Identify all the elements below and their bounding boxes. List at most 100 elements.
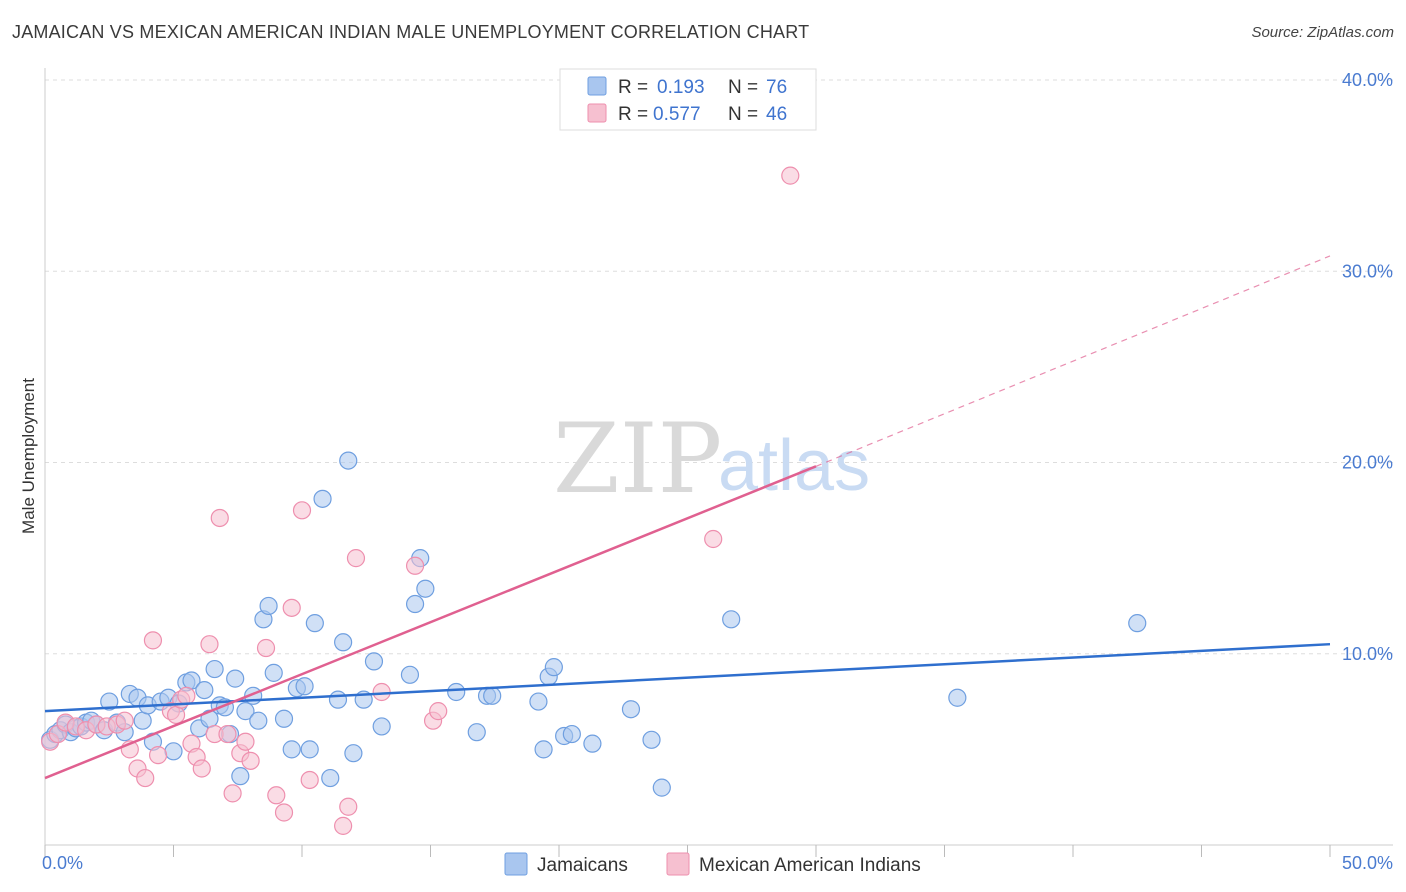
y-tick-labels: 10.0% 20.0% 30.0% 40.0%: [1342, 70, 1393, 664]
trend-lines: [44, 255, 1331, 780]
trend-line-mexican-american-indians: [44, 465, 817, 780]
legend-r-label-1: R =: [618, 77, 648, 98]
jamaicans-point-70: [621, 700, 641, 719]
jamaicans-point-41: [282, 740, 301, 759]
jamaicans-point-64: [534, 740, 553, 759]
jamaicans-point-75: [1128, 614, 1147, 633]
legend-swatch-jamaicans: [587, 76, 607, 96]
jamaicans-point-33: [231, 767, 250, 786]
jamaicans-point-60: [467, 723, 486, 742]
jamaicans-point-48: [328, 690, 348, 709]
jamaicans-point-54: [372, 717, 391, 736]
mexican-american-indians-point-43: [781, 166, 800, 185]
jamaicans-point-55: [400, 665, 420, 684]
mexican-american-indians-point-25: [223, 784, 242, 803]
jamaicans-point-49: [334, 633, 353, 652]
legend-n-value-2: 46: [766, 104, 787, 125]
mexican-american-indians-point-31: [274, 803, 294, 822]
chart-title: JAMAICAN VS MEXICAN AMERICAN INDIAN MALE…: [12, 22, 810, 42]
jamaicans-point-36: [249, 711, 268, 730]
mexican-american-indians-point-13: [148, 746, 168, 765]
x-ticks: [44, 845, 1331, 857]
legend-n-label-2: N =: [728, 104, 758, 125]
legend-box: R = 0.193 N = 76 R = 0.577 N = 46: [559, 68, 817, 131]
grid-lines: [45, 79, 1393, 655]
jamaicans-point-59: [447, 682, 466, 702]
mexican-american-indians-point-30: [267, 786, 286, 805]
jamaicans-point-62: [483, 686, 502, 705]
jamaicans-point-38: [259, 596, 278, 616]
mexican-american-indians-point-29: [256, 638, 276, 658]
bottom-legend-swatch-jamaicans: [504, 852, 528, 876]
jamaicans-point-63: [529, 692, 548, 711]
y-tick-label-40: 40.0%: [1342, 70, 1393, 90]
jamaicans-point-32: [226, 669, 245, 688]
bottom-legend-label-jamaicans: Jamaicans: [537, 855, 628, 876]
legend-r-label-2: R =: [618, 104, 648, 125]
mexican-american-indians-point-17: [177, 686, 196, 705]
jamaicans-point-72: [652, 778, 671, 797]
trend-line-jamaicans: [44, 642, 1331, 713]
mexican-american-indians-point-36: [339, 797, 358, 816]
jamaicans-point-40: [274, 709, 294, 728]
watermark-zip: ZIP: [553, 403, 722, 515]
y-tick-label-20: 20.0%: [1342, 453, 1393, 473]
trend-line-mexican-american-indians-extension: [815, 255, 1331, 467]
jamaicans-point-68: [562, 724, 581, 744]
jamaicans-point-26: [195, 680, 214, 700]
legend-n-label-1: N =: [728, 77, 758, 98]
y-tick-label-30: 30.0%: [1342, 261, 1393, 281]
legend-r-value-2: 0.577: [653, 104, 701, 125]
jamaicans-point-21: [164, 742, 183, 761]
bottom-legend-label-mexican-american-indians: Mexican American Indians: [699, 855, 921, 876]
series-mexican-american-indians: [41, 166, 800, 835]
jamaicans-point-53: [364, 652, 384, 671]
mexican-american-indians-point-23: [210, 508, 229, 528]
jamaicans-point-39: [264, 663, 283, 682]
legend-n-value-1: 76: [766, 77, 787, 98]
jamaicans-point-50: [339, 451, 358, 470]
mexican-american-indians-point-32: [282, 598, 301, 617]
bottom-legend-swatch-mexican-american-indians: [666, 852, 690, 876]
mexican-american-indians-point-20: [192, 759, 211, 778]
jamaicans-point-43: [295, 677, 314, 696]
jamaicans-point-71: [642, 730, 661, 749]
x-tick-labels: 0.0% 50.0%: [42, 853, 1393, 873]
jamaicans-point-34: [236, 702, 255, 721]
mexican-american-indians-point-28: [241, 751, 260, 770]
mexican-american-indians-point-35: [334, 816, 353, 835]
mexican-american-indians-point-42: [704, 529, 723, 549]
mexican-american-indians-point-12: [143, 631, 163, 650]
x-tick-label-min: 0.0%: [42, 853, 83, 873]
mexican-american-indians-point-11: [136, 768, 155, 788]
mexican-american-indians-point-34: [300, 770, 319, 790]
x-tick-label-max: 50.0%: [1342, 853, 1393, 873]
jamaicans-point-45: [305, 614, 324, 633]
source-label: Source: ZipAtlas.com: [1251, 24, 1394, 41]
jamaicans-point-28: [205, 659, 224, 679]
series-jamaicans: [41, 451, 1147, 797]
axes: [44, 68, 1393, 846]
jamaicans-point-73: [722, 610, 741, 629]
watermark-atlas: atlas: [718, 426, 870, 506]
jamaicans-point-74: [948, 688, 967, 707]
mexican-american-indians-point-37: [346, 549, 366, 568]
jamaicans-point-16: [133, 711, 152, 730]
jamaicans-point-44: [300, 740, 319, 759]
jamaicans-point-46: [313, 489, 332, 508]
legend-r-value-1: 0.193: [657, 77, 705, 98]
jamaicans-point-56: [405, 594, 425, 614]
jamaicans-point-51: [344, 744, 363, 763]
jamaicans-point-69: [583, 734, 602, 753]
mexican-american-indians-point-21: [200, 635, 219, 654]
mexican-american-indians-point-33: [292, 501, 312, 520]
legend-swatch-mexican-american-indians: [587, 103, 607, 123]
y-tick-label-10: 10.0%: [1342, 644, 1393, 664]
mexican-american-indians-point-39: [405, 556, 425, 575]
y-axis-label: Male Unemployment: [19, 378, 38, 534]
jamaicans-point-58: [416, 579, 435, 598]
mexican-american-indians-point-8: [115, 711, 134, 730]
jamaicans-point-66: [544, 658, 563, 677]
jamaicans-point-11: [100, 692, 119, 711]
